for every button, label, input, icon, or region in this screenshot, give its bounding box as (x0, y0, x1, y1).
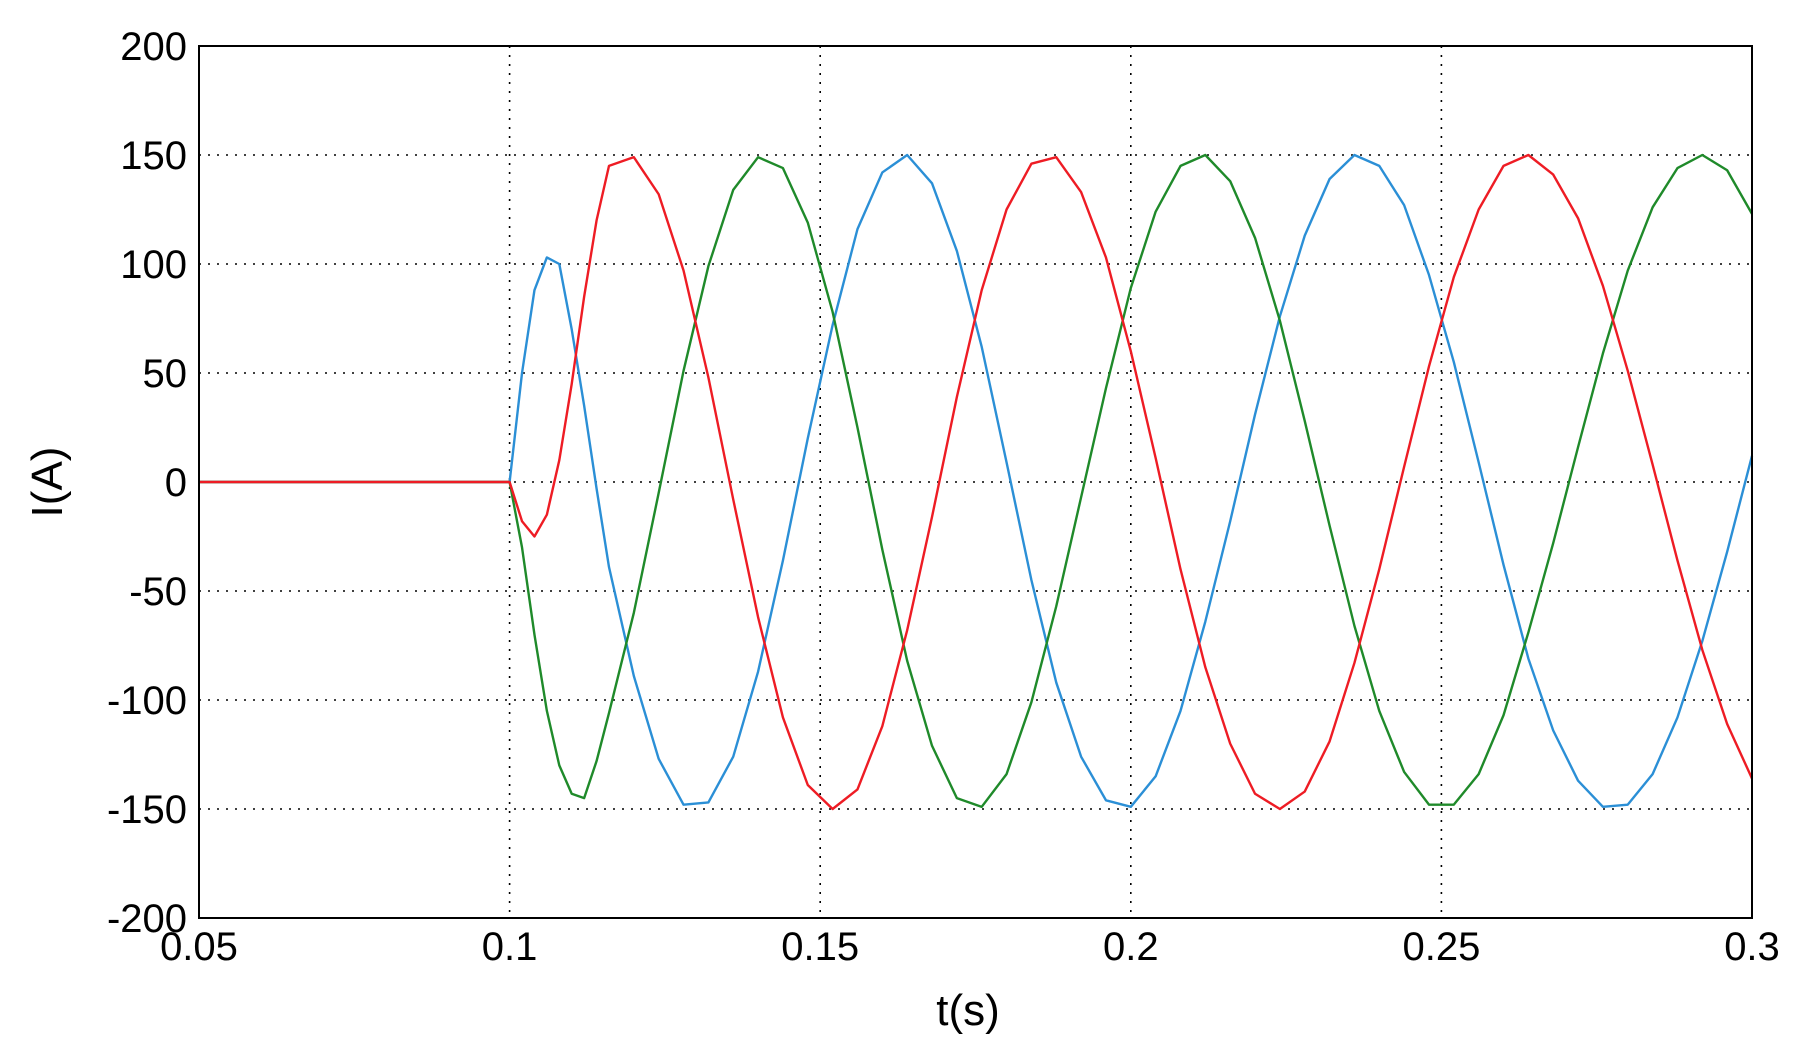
y-tick-label: 50 (143, 352, 188, 396)
y-axis-label: I(A) (23, 447, 72, 518)
plot-frame (198, 45, 1753, 919)
y-tick-label: 150 (120, 134, 187, 178)
y-tick-label: -100 (107, 679, 187, 723)
x-tick-label: 0.3 (1724, 925, 1780, 969)
series-line (199, 153, 1754, 809)
y-tick-label: -50 (129, 570, 187, 614)
x-axis-label: t(s) (936, 986, 1000, 1035)
y-tick-label: -200 (107, 897, 187, 941)
y-tick-label: 0 (165, 461, 187, 505)
y-tick-label: 100 (120, 243, 187, 287)
series-line (199, 153, 1754, 811)
y-tick-label: -150 (107, 788, 187, 832)
x-tick-label: 0.1 (482, 925, 538, 969)
x-tick-label: 0.05 (160, 925, 238, 969)
x-tick-label: 0.25 (1402, 925, 1480, 969)
x-tick-label: 0.2 (1103, 925, 1159, 969)
y-tick-label: 200 (120, 25, 187, 69)
x-tick-label: 0.15 (781, 925, 859, 969)
